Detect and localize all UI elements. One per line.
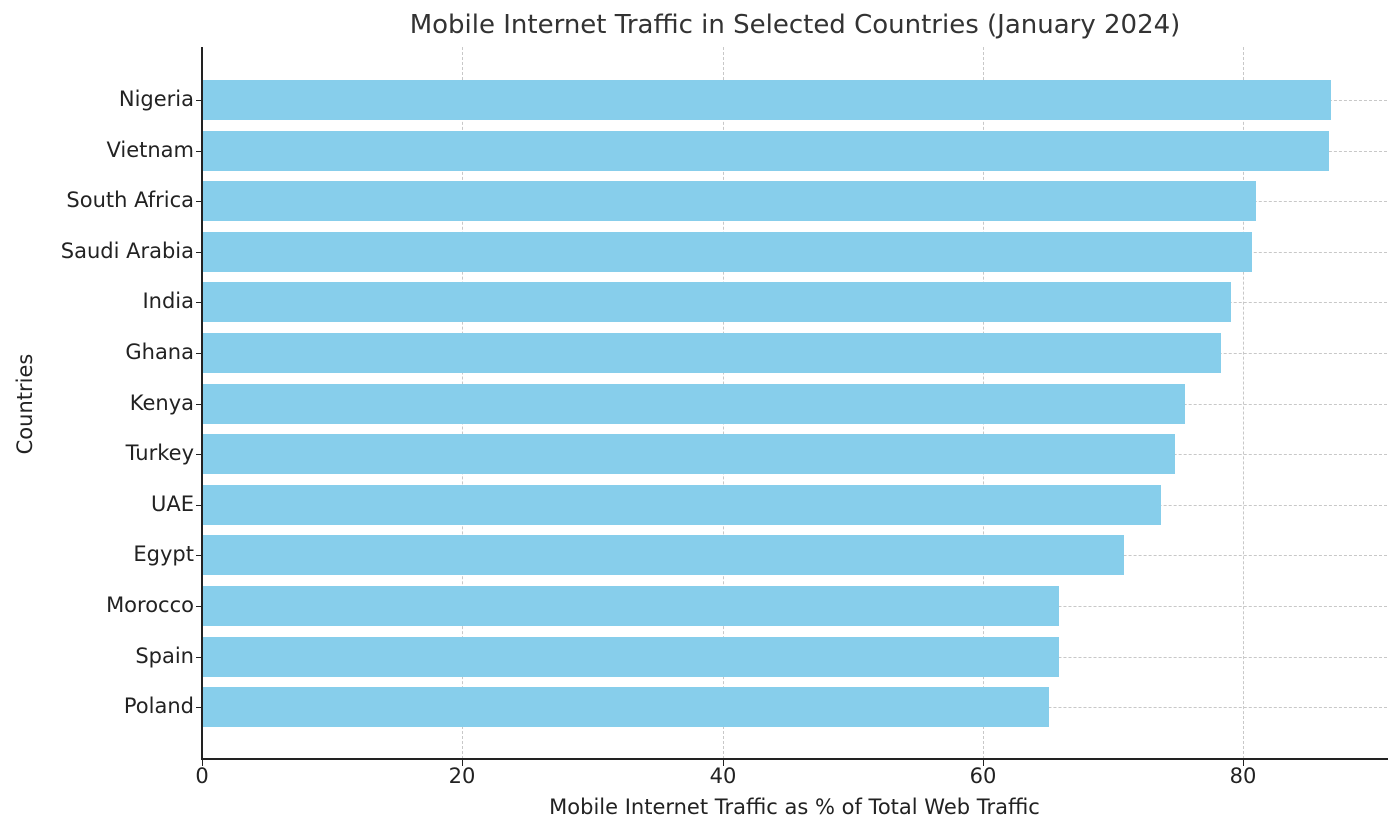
y-tick	[196, 201, 202, 202]
y-tick-label: Vietnam	[106, 138, 194, 162]
bar-morocco	[203, 586, 1059, 626]
x-axis-title: Mobile Internet Traffic as % of Total We…	[549, 795, 1040, 819]
y-tick	[196, 454, 202, 455]
x-tick-label: 20	[448, 764, 476, 788]
y-tick	[196, 657, 202, 658]
y-tick-label: Spain	[135, 644, 194, 668]
bar-turkey	[203, 434, 1175, 474]
bar-saudi-arabia	[203, 232, 1252, 272]
y-tick-label: India	[142, 289, 194, 313]
x-tick-label: 0	[195, 764, 209, 788]
y-tick	[196, 404, 202, 405]
y-tick-label: South Africa	[66, 188, 194, 212]
bar-india	[203, 282, 1231, 322]
y-tick	[196, 555, 202, 556]
x-gridline	[1243, 47, 1244, 759]
bar-nigeria	[203, 80, 1331, 120]
x-tick	[723, 760, 724, 766]
bar-kenya	[203, 384, 1185, 424]
x-tick	[462, 760, 463, 766]
x-axis-line	[201, 758, 1388, 760]
bar-egypt	[203, 535, 1124, 575]
x-tick	[202, 760, 203, 766]
x-tick	[1243, 760, 1244, 766]
bar-poland	[203, 687, 1049, 727]
y-tick-label: Nigeria	[118, 87, 194, 111]
y-tick-label: Poland	[123, 694, 194, 718]
y-tick	[196, 606, 202, 607]
bar-south-africa	[203, 181, 1256, 221]
bar-vietnam	[203, 131, 1329, 171]
y-tick-label: Kenya	[129, 391, 194, 415]
x-tick-label: 80	[1229, 764, 1257, 788]
x-tick-label: 60	[969, 764, 997, 788]
y-tick	[196, 505, 202, 506]
y-tick-label: Turkey	[125, 441, 194, 465]
bar-ghana	[203, 333, 1221, 373]
x-tick	[983, 760, 984, 766]
bar-uae	[203, 485, 1161, 525]
y-tick	[196, 707, 202, 708]
y-axis-title: Countries	[13, 353, 37, 455]
x-tick-label: 40	[709, 764, 737, 788]
y-tick	[196, 252, 202, 253]
y-tick-label: UAE	[150, 492, 194, 516]
y-tick	[196, 151, 202, 152]
y-tick-label: Morocco	[106, 593, 194, 617]
bar-spain	[203, 637, 1059, 677]
y-axis-line	[201, 47, 203, 760]
chart-title: Mobile Internet Traffic in Selected Coun…	[409, 10, 1181, 40]
y-tick	[196, 353, 202, 354]
y-tick-label: Ghana	[125, 340, 194, 364]
y-tick	[196, 100, 202, 101]
y-tick	[196, 302, 202, 303]
y-tick-label: Saudi Arabia	[60, 239, 194, 263]
y-tick-label: Egypt	[133, 542, 194, 566]
